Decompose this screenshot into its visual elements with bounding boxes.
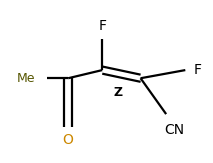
- Text: Me: Me: [16, 72, 35, 85]
- Text: F: F: [98, 19, 106, 33]
- Text: F: F: [194, 63, 202, 77]
- Text: Z: Z: [114, 86, 123, 99]
- Text: O: O: [63, 133, 74, 147]
- Text: CN: CN: [165, 123, 185, 137]
